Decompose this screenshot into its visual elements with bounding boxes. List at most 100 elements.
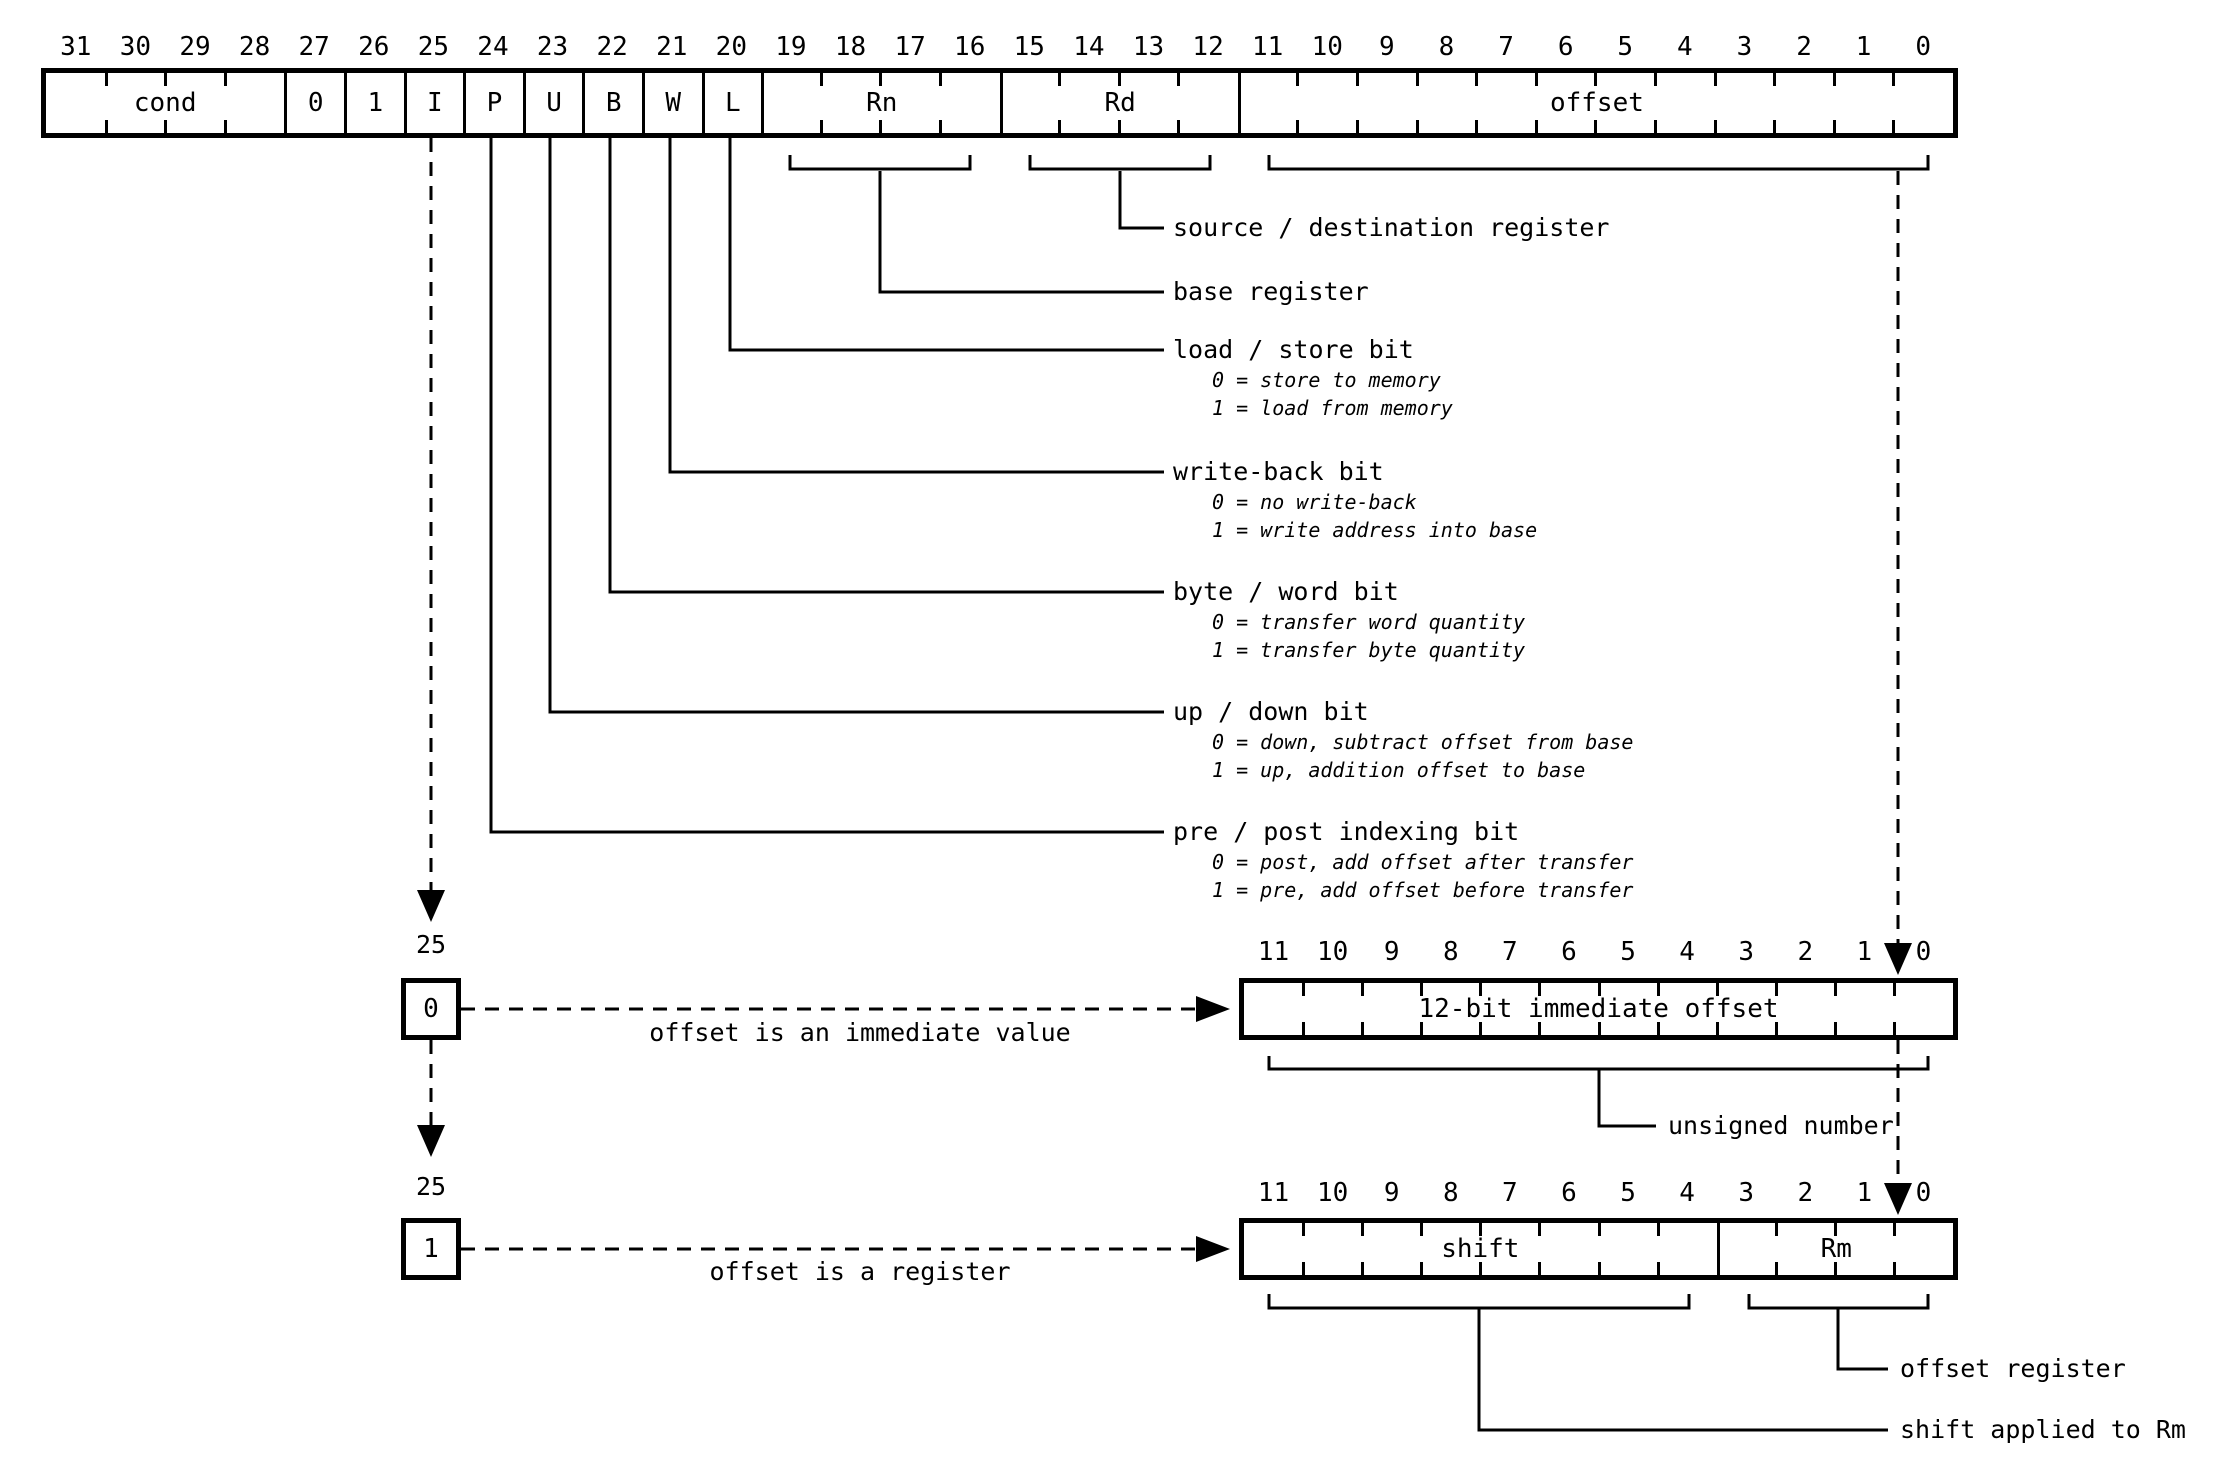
instruction-format-bit-number: 14 — [1073, 32, 1105, 62]
field-label: I — [427, 88, 443, 118]
bit-tick — [1117, 73, 1121, 86]
bit-tick — [1656, 1223, 1660, 1236]
bit-tick — [1420, 983, 1424, 996]
bit-tick — [1833, 983, 1837, 996]
annotation-detail: 0 = store to memory — [1212, 368, 1441, 392]
field-label: 12-bit immediate offset — [1418, 994, 1779, 1024]
i-bit-value: 1 — [423, 1234, 439, 1264]
bit-tick — [1713, 120, 1717, 133]
bit-tick — [1833, 1022, 1837, 1035]
instruction-format-bit-number: 27 — [298, 32, 330, 62]
field-label: cond — [133, 88, 197, 118]
field-label: 1 — [367, 88, 384, 118]
instruction-format-bit-number: 19 — [775, 32, 807, 62]
bit-tick — [1296, 73, 1300, 86]
annotation-detail: 0 = down, subtract offset from base — [1212, 730, 1634, 754]
offset-register-connector — [1836, 1308, 1888, 1371]
bit-tick — [938, 120, 942, 133]
annotation-title-write-back-bit: write-back bit — [1173, 457, 1384, 486]
register-offset-bit-number: 4 — [1679, 1178, 1695, 1208]
immediate-offset-bit-number: 8 — [1442, 937, 1459, 967]
bit-tick — [1774, 983, 1778, 996]
instruction-format-bit-number: 17 — [894, 32, 926, 62]
register-offset-bit-number: 6 — [1561, 1178, 1577, 1208]
instruction-format-bit-number: 11 — [1252, 32, 1284, 62]
immediate-offset-bit-number: 9 — [1383, 937, 1400, 967]
immediate-offset-bit-number: 6 — [1561, 937, 1577, 967]
annotation-connector-3 — [668, 138, 1164, 474]
shift-field-brace — [1267, 1294, 1691, 1310]
bit-tick — [1774, 1223, 1778, 1236]
register-offset-bit-number: 2 — [1797, 1178, 1814, 1208]
field-rn: Rn — [761, 73, 999, 133]
bit-25-number: 25 — [415, 1172, 447, 1201]
i-bit-value-box: 1 — [401, 1218, 461, 1280]
arrowhead-down-offset-upper — [1884, 943, 1912, 975]
annotation-detail: 1 = transfer byte quantity — [1212, 638, 1526, 662]
bit-tick — [1774, 1022, 1778, 1035]
bit-tick — [223, 73, 227, 86]
instruction-format-bit-number: 12 — [1192, 32, 1224, 62]
rm-field-brace — [1747, 1294, 1930, 1310]
bit-tick — [1538, 1022, 1542, 1035]
field-p: P — [463, 73, 523, 133]
bit-tick — [1594, 73, 1598, 86]
bit-tick — [1534, 73, 1538, 86]
instruction-format-bit-number: 28 — [238, 32, 271, 62]
bit-tick — [1538, 983, 1542, 996]
bit-tick — [1773, 120, 1777, 133]
instruction-format-bit-number: 31 — [60, 32, 92, 62]
annotation-detail: 0 = post, add offset after transfer — [1212, 850, 1634, 874]
register-offset-bit-number: 7 — [1502, 1178, 1518, 1208]
bit-tick — [1892, 73, 1896, 86]
instruction-format-bit-number: 6 — [1557, 32, 1574, 62]
bit-tick — [1420, 1262, 1424, 1275]
bit-tick — [1654, 73, 1658, 86]
brace-caption-offset-register: offset register — [1900, 1354, 2126, 1383]
instruction-format-bit-number: 15 — [1013, 32, 1045, 62]
instruction-format-bit-number: 20 — [715, 32, 747, 62]
bit-tick — [1356, 120, 1360, 133]
immediate-offset-bit-number: 11 — [1257, 937, 1290, 967]
field-1: 1 — [343, 73, 404, 133]
field-label: W — [665, 88, 682, 118]
annotation-title-base-register: base register — [1173, 277, 1369, 306]
annotation-title-up-down-bit: up / down bit — [1173, 697, 1369, 726]
field-i: I — [403, 73, 464, 133]
immediate-offset-bit-number: 7 — [1502, 937, 1518, 967]
bit-tick — [1302, 1022, 1306, 1035]
bit-tick — [1415, 120, 1419, 133]
bit-tick — [164, 120, 168, 133]
bit-tick — [104, 73, 108, 86]
instruction-format-bit-number: 0 — [1915, 32, 1932, 62]
register-offset-bit-number: 5 — [1620, 1178, 1636, 1208]
annotation-detail: 1 = load from memory — [1212, 396, 1453, 420]
bit-tick — [1773, 73, 1777, 86]
annotation-connector-4 — [608, 138, 1164, 594]
field-0: 0 — [284, 73, 344, 133]
bit-tick — [1420, 1022, 1424, 1035]
bit-tick — [1538, 1223, 1542, 1236]
bit-tick — [1892, 983, 1896, 996]
field-label: P — [486, 88, 503, 118]
arrowhead-down-offset-lower — [1884, 1183, 1912, 1215]
field-label: 0 — [307, 88, 324, 118]
instruction-format-bit-number: 18 — [834, 32, 867, 62]
field-cond: cond — [46, 73, 284, 133]
register-offset-bit-number: 0 — [1915, 1178, 1932, 1208]
instruction-format-bit-number: 7 — [1498, 32, 1514, 62]
immediate-field-brace — [1267, 1056, 1930, 1071]
register-offset-bit-number: 10 — [1316, 1178, 1349, 1208]
annotation-connector-2 — [728, 138, 1164, 352]
bit-tick — [1715, 1022, 1719, 1035]
bit-tick — [1356, 73, 1360, 86]
instruction-format-bit-number: 25 — [417, 32, 450, 62]
bit-tick — [1654, 120, 1658, 133]
bit-tick — [879, 120, 883, 133]
bit-tick — [1656, 1022, 1660, 1035]
field-l: L — [701, 73, 762, 133]
instruction-format-bit-number: 21 — [656, 32, 688, 62]
annotation-title-load-store-bit: load / store bit — [1173, 335, 1414, 364]
bit-tick — [1892, 1022, 1896, 1035]
